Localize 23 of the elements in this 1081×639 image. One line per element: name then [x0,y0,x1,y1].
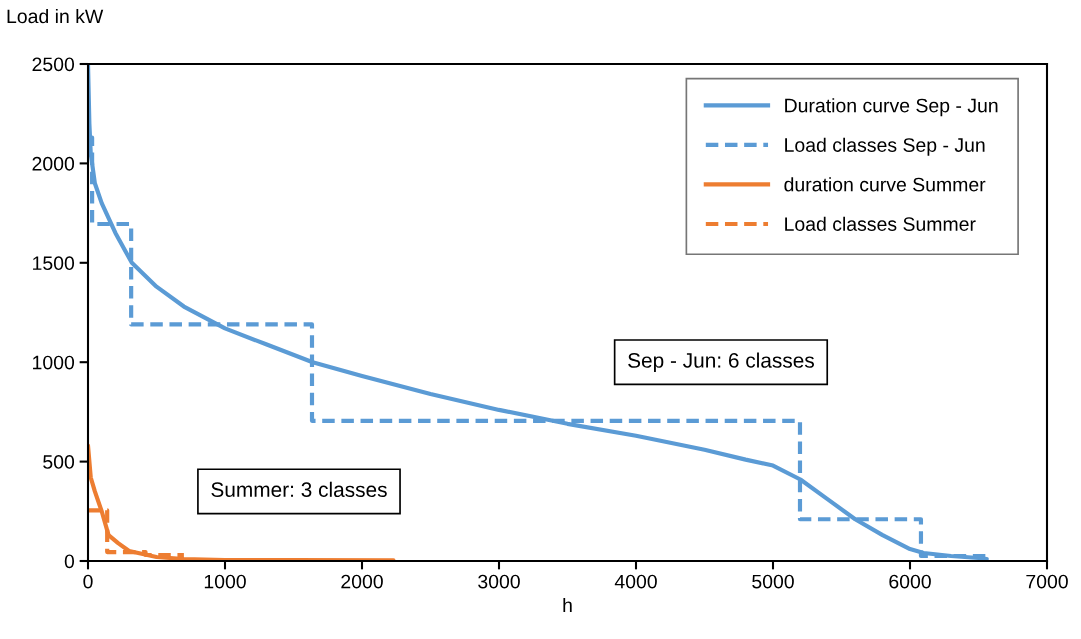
x-axis-title: h [563,597,572,612]
x-tick-label: 3000 [478,574,520,589]
y-tick-label: 500 [43,455,75,469]
y-tick-label: 1500 [33,256,75,271]
x-tick-label: 4000 [614,574,657,589]
legend-label: duration curve Summer [784,177,986,192]
legend-label: Load classes Sep - Jun [785,137,985,156]
y-tick-label: 2000 [32,156,75,171]
x-tick-label: 6000 [889,574,931,589]
line-series [88,443,396,561]
legend-label: Load classes Summer [785,216,976,231]
y-tick-label: 1000 [33,355,75,370]
annotation: Sep - Jun: 6 classes [628,352,814,372]
x-tick-label: 2000 [341,574,383,589]
y-axis-title: Load in kW [7,8,104,24]
y-tick-label: 0 [64,554,75,569]
annotation: Summer: 3 classes [211,481,387,498]
x-tick-label: 5000 [752,574,794,589]
x-tick-label: 0 [83,574,93,589]
legend-label: Duration curve Sep - Jun [785,98,998,117]
x-tick-label: 7000 [1026,574,1068,589]
y-tick-label: 2500 [32,57,75,72]
x-tick-label: 1000 [204,574,246,589]
